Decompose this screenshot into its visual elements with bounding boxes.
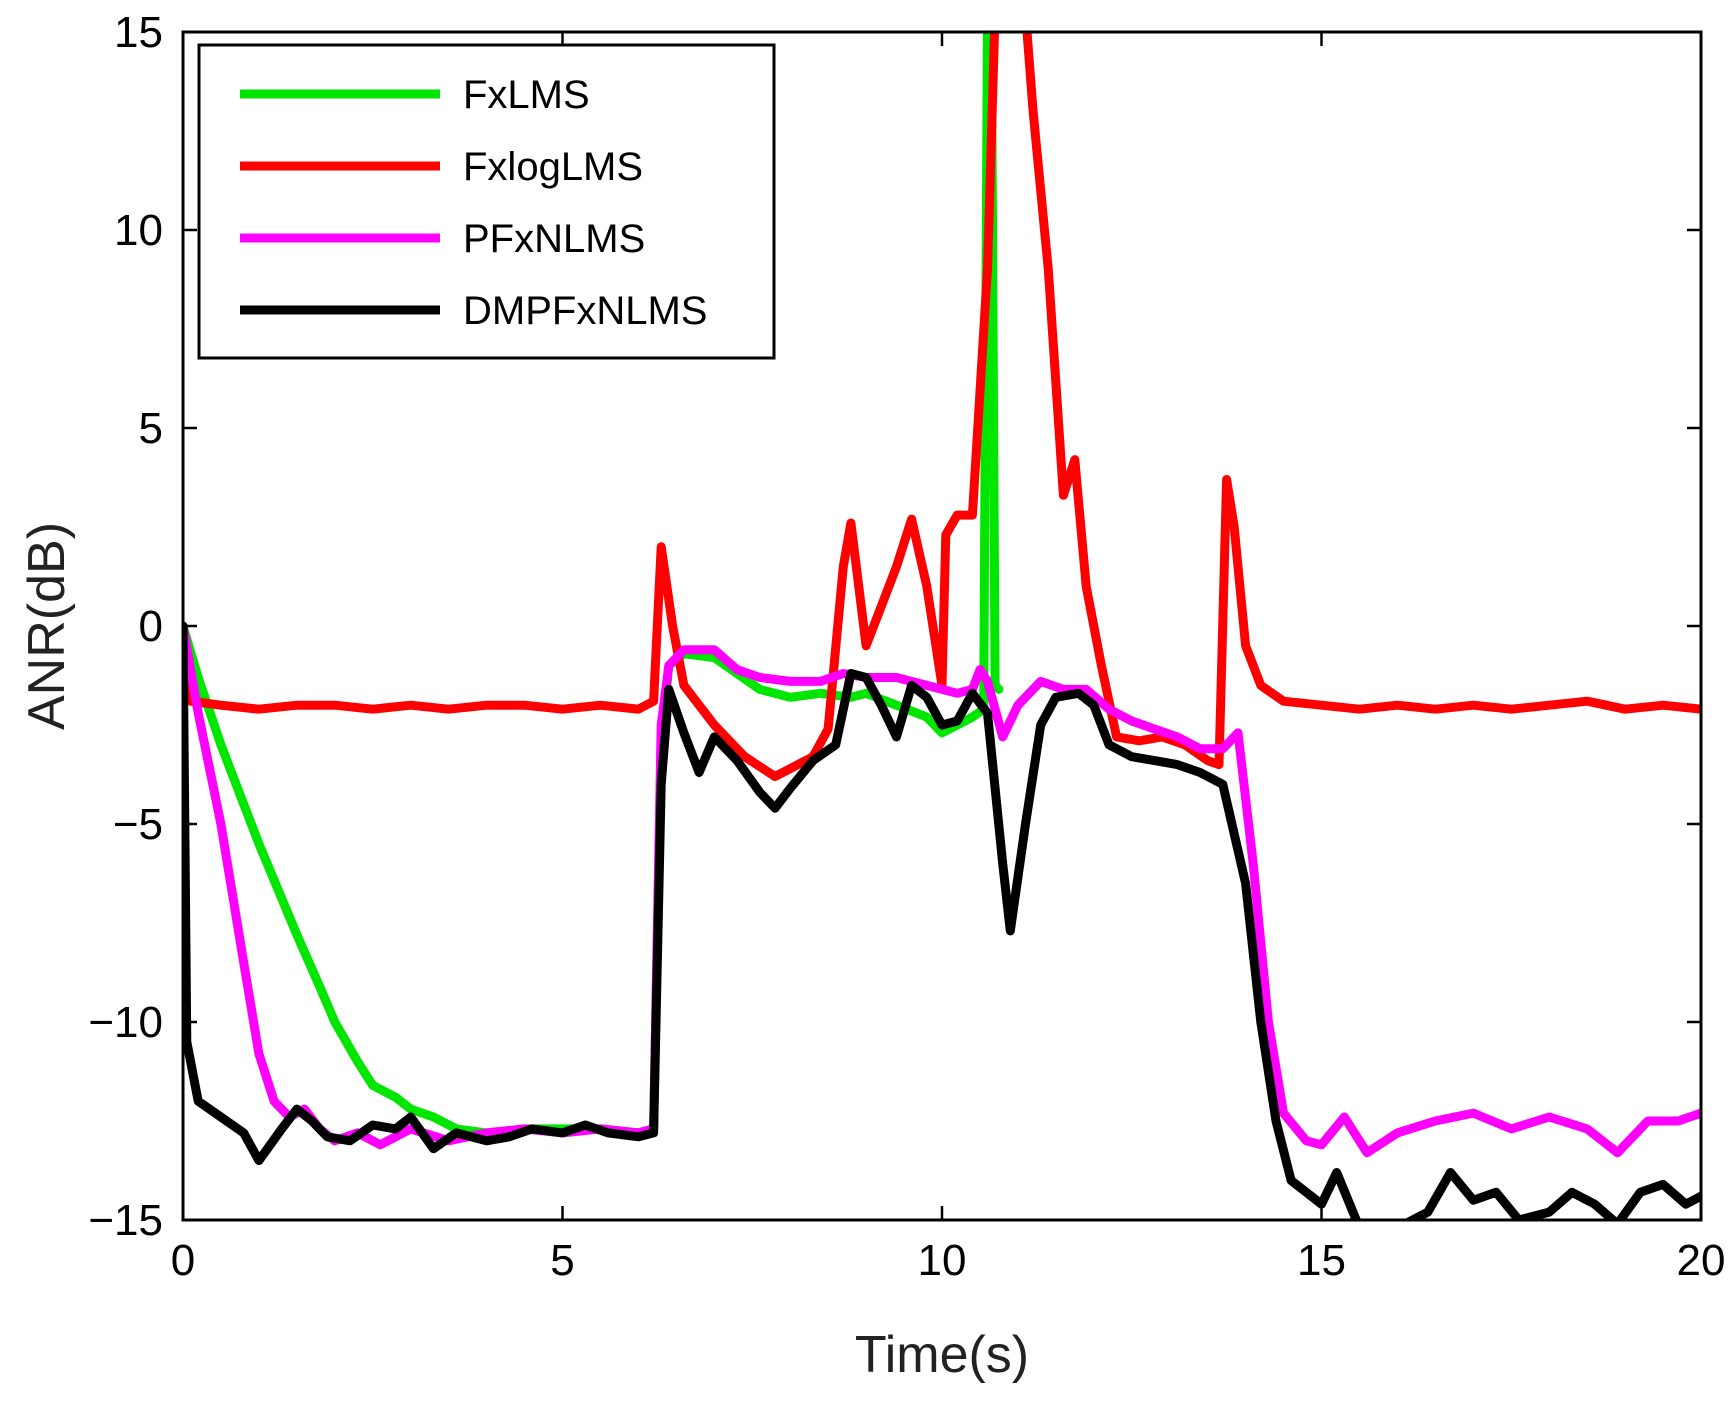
- y-tick-label: 15: [114, 8, 163, 57]
- x-tick-label: 15: [1297, 1236, 1346, 1285]
- y-tick-label: −10: [88, 998, 163, 1047]
- x-axis-label: Time(s): [855, 1326, 1029, 1384]
- series-line-pfxnlms: [183, 621, 1701, 1158]
- y-tick-label: 10: [114, 206, 163, 255]
- x-tick-label: 0: [171, 1236, 195, 1285]
- y-tick-label: 0: [139, 602, 163, 651]
- y-tick-label: 5: [139, 404, 163, 453]
- legend: FxLMS FxlogLMS PFxNLMS DMPFxNLMS: [197, 43, 776, 360]
- y-tick-label: −5: [113, 800, 163, 849]
- x-tick-label: 20: [1677, 1236, 1726, 1285]
- legend-label-dmpfxnlms: DMPFxNLMS: [463, 289, 707, 333]
- legend-label-pfxnlms: PFxNLMS: [463, 217, 645, 261]
- tick-labels-layer: 0 5 10 15 20 −15 −10 −5 0 5 10 15: [88, 8, 1725, 1285]
- x-tick-label: 5: [550, 1236, 574, 1285]
- series-line-fxloglms: [183, 32, 1701, 781]
- x-tick-label: 10: [918, 1236, 967, 1285]
- series-line-dmpfxnlms: [183, 621, 1701, 1220]
- legend-label-fxloglms: FxlogLMS: [463, 145, 643, 189]
- y-tick-label: −15: [88, 1196, 163, 1245]
- legend-label-fxlms: FxLMS: [463, 73, 590, 117]
- series-layer: [183, 32, 1701, 1220]
- y-axis-label: ANR(dB): [18, 522, 76, 730]
- ticks-layer: [181, 30, 1703, 1222]
